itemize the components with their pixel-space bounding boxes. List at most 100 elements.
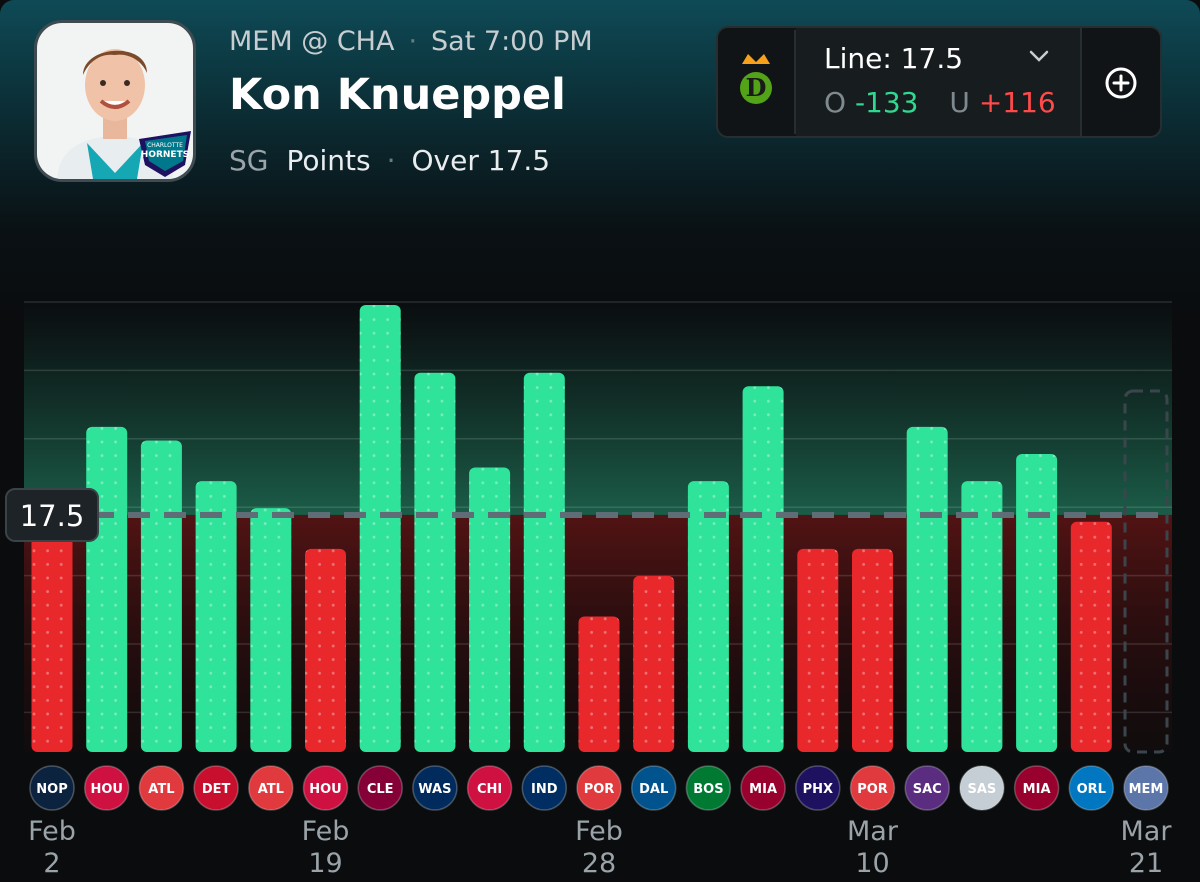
logo-text: SAS — [968, 782, 997, 797]
logo-shape — [466, 765, 513, 811]
bar-texture — [469, 467, 511, 752]
logo-shape — [412, 765, 458, 811]
logo-shape — [193, 765, 239, 811]
logo-shape — [1013, 765, 1060, 811]
bar-texture — [140, 440, 182, 752]
bar-texture — [1070, 521, 1112, 752]
line-label: Line: 17.5 — [824, 42, 964, 75]
bar-texture — [86, 426, 128, 752]
logo-text: CHI — [477, 782, 502, 797]
date-month: Mar — [847, 816, 899, 847]
opponent-logo-hou: HOU — [83, 765, 130, 811]
opponent-logo-por: POR — [849, 765, 896, 811]
logo-shape — [849, 765, 896, 811]
logo-text: HOU — [90, 782, 123, 797]
separator-dot: · — [386, 144, 396, 177]
logo-text: MIA — [749, 782, 777, 797]
opponent-logos: NOP HOU ATL DET ATL HOU CLE WAS CHI IND POR DAL BOS M… — [29, 765, 1169, 811]
logo-shape — [630, 765, 677, 811]
bar-texture — [633, 575, 675, 752]
opponent-logo-ind: IND — [521, 765, 568, 811]
team-logo-small-text: CHARLOTTE — [147, 142, 183, 149]
chart-line-group: 17.5 — [5, 487, 1172, 542]
logo-shape — [29, 765, 75, 811]
bar-texture — [195, 481, 237, 752]
logo-text: ORL — [1077, 782, 1106, 797]
logo-text: DAL — [639, 782, 668, 797]
line-selector: D Line: 17.5 O -133 U +116 — [716, 26, 1162, 138]
bar-texture — [523, 372, 565, 752]
logo-shape — [959, 765, 1005, 811]
bar-texture — [797, 548, 839, 752]
bar-texture — [359, 305, 401, 752]
sportsbook-logo[interactable]: D — [720, 30, 796, 134]
bar-texture — [305, 548, 346, 752]
opponent-logo-mia: MIA — [1013, 765, 1060, 811]
logo-shape — [1068, 765, 1115, 811]
line-badge-bg — [5, 487, 99, 542]
player-header: CHARLOTTE HORNETS MEM @ CHA · Sat 7:00 PM … — [0, 0, 1200, 200]
prop-info: SG Points · Over 17.5 — [229, 144, 550, 177]
opponent-logo-dal: DAL — [630, 765, 677, 811]
bar-texture — [852, 548, 893, 752]
logo-text: ATL — [148, 782, 174, 797]
opponent-logo-sac: SAC — [904, 765, 950, 811]
matchup: MEM @ CHA — [229, 26, 395, 57]
player-position: SG — [229, 144, 269, 177]
logo-shape — [357, 765, 403, 811]
game-time: Sat 7:00 PM — [431, 26, 593, 57]
opponent-logo-por: POR — [576, 765, 622, 811]
opponent-logo-chi: CHI — [466, 765, 513, 811]
logo-shape — [138, 765, 185, 811]
logo-text: ATL — [258, 782, 284, 797]
logo-text: HOU — [309, 782, 342, 797]
logo-shape — [83, 765, 130, 811]
separator-dot: · — [408, 26, 418, 57]
player-name: Kon Knueppel — [229, 70, 566, 120]
logo-text: MIA — [1023, 782, 1051, 797]
date-month: Feb — [575, 816, 623, 847]
over-zone — [24, 300, 1172, 515]
opponent-logo-atl: ATL — [248, 765, 294, 811]
logo-shape — [904, 765, 950, 811]
player-avatar[interactable]: CHARLOTTE HORNETS — [34, 20, 196, 182]
chart-bars — [31, 305, 1169, 754]
under-label: U — [949, 86, 970, 119]
team-logo-text: HORNETS — [141, 150, 189, 160]
svg-text:D: D — [746, 73, 767, 102]
stat-type: Points — [286, 144, 371, 177]
bar-texture — [1016, 454, 1058, 752]
draftkings-icon: D — [740, 54, 772, 104]
opponent-logo-cle: CLE — [357, 765, 403, 811]
bar-texture — [414, 372, 456, 752]
opponent-logo-nop: NOP — [29, 765, 75, 811]
logo-text: BOS — [693, 782, 723, 797]
odds-row: O -133 U +116 — [824, 86, 1056, 119]
bar-texture — [961, 481, 1003, 752]
logo-text: MEM — [1129, 782, 1164, 797]
date-day: 21 — [1129, 848, 1163, 879]
date-day: 2 — [43, 848, 60, 879]
logo-text: SAC — [913, 782, 942, 797]
line-dropdown[interactable]: Line: 17.5 O -133 U +116 — [796, 28, 1082, 136]
opponent-logo-hou: HOU — [302, 765, 349, 811]
plus-circle-icon[interactable] — [1104, 66, 1138, 100]
logo-shape — [576, 765, 622, 811]
bar-texture — [31, 535, 73, 752]
opponent-logo-was: WAS — [412, 765, 458, 811]
upcoming-game-bar — [1123, 389, 1169, 754]
logo-shape — [248, 765, 294, 811]
opponent-logo-det: DET — [193, 765, 239, 811]
logo-shape — [521, 765, 568, 811]
logo-shape — [685, 765, 732, 811]
logo-shape — [795, 765, 841, 811]
date-month: Feb — [302, 816, 350, 847]
bar-texture — [687, 481, 729, 752]
